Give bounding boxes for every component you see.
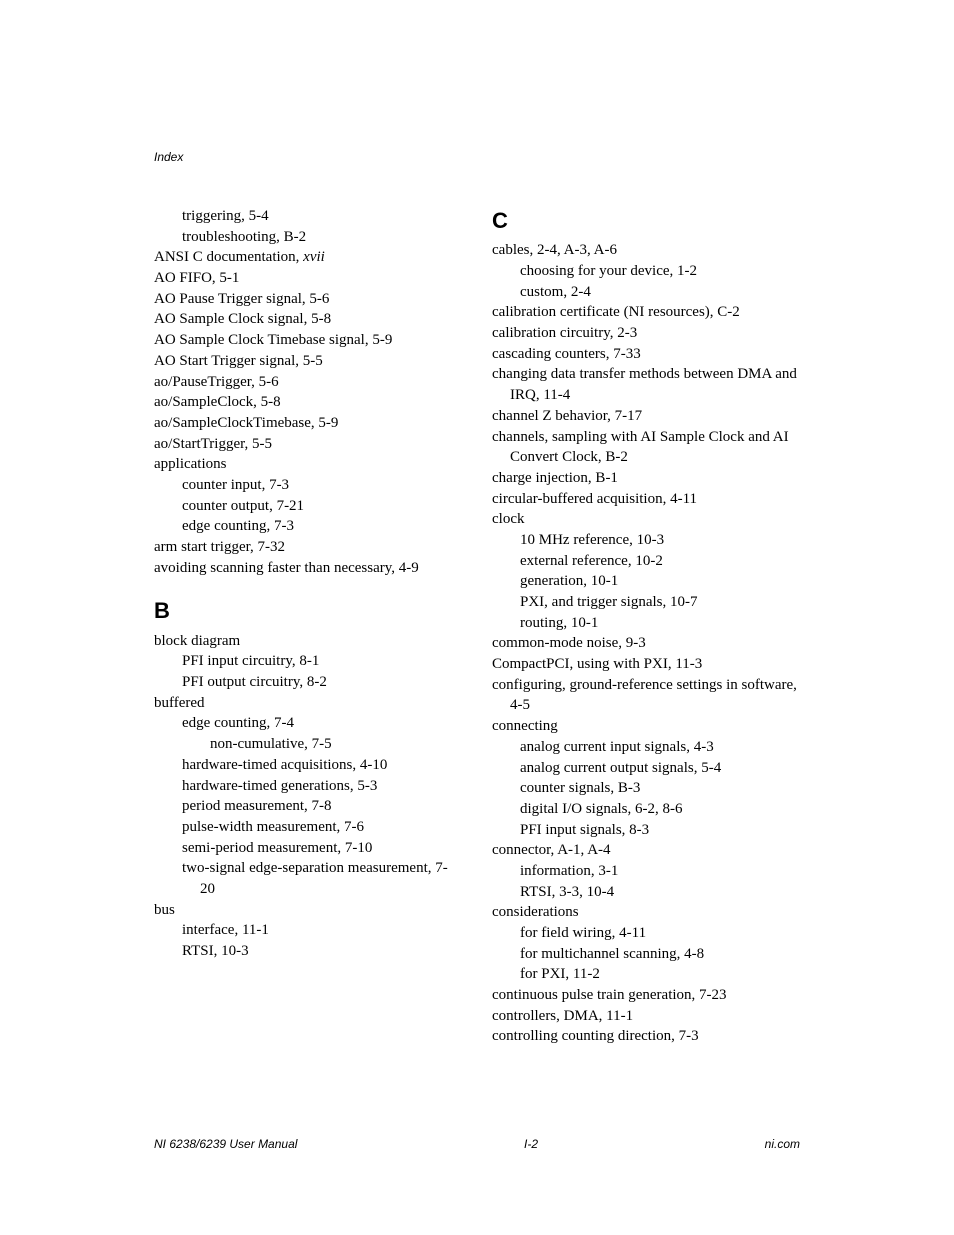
index-entry: clock <box>492 509 800 530</box>
index-entry: analog current output signals, 5-4 <box>492 758 800 779</box>
index-entry: external reference, 10-2 <box>492 551 800 572</box>
index-entry: custom, 2-4 <box>492 282 800 303</box>
index-entry: non-cumulative, 7-5 <box>154 734 462 755</box>
index-entry: counter signals, B-3 <box>492 778 800 799</box>
section-b-entries: block diagramPFI input circuitry, 8-1PFI… <box>154 631 462 962</box>
index-entry: block diagram <box>154 631 462 652</box>
index-entry: buffered <box>154 693 462 714</box>
index-entry: ao/SampleClock, 5-8 <box>154 392 462 413</box>
index-entry: AO Pause Trigger signal, 5-6 <box>154 289 462 310</box>
index-page: Index triggering, 5-4troubleshooting, B-… <box>0 0 954 1235</box>
index-entry: troubleshooting, B-2 <box>154 227 462 248</box>
index-entry: changing data transfer methods between D… <box>492 364 800 405</box>
section-letter-c: C <box>492 206 800 236</box>
index-entry: PFI input signals, 8-3 <box>492 820 800 841</box>
index-entry: ao/PauseTrigger, 5-6 <box>154 372 462 393</box>
index-entry: for multichannel scanning, 4-8 <box>492 944 800 965</box>
index-entry: calibration certificate (NI resources), … <box>492 302 800 323</box>
page-footer: NI 6238/6239 User Manual I-2 ni.com <box>154 1137 800 1151</box>
index-entry: two-signal edge-separation measurement, … <box>154 858 462 899</box>
index-entry: ao/StartTrigger, 5-5 <box>154 434 462 455</box>
left-column: triggering, 5-4troubleshooting, B-2ANSI … <box>154 206 462 1047</box>
index-entry: continuous pulse train generation, 7-23 <box>492 985 800 1006</box>
index-entry: circular-buffered acquisition, 4-11 <box>492 489 800 510</box>
index-entry: controlling counting direction, 7-3 <box>492 1026 800 1047</box>
index-entry: connector, A-1, A-4 <box>492 840 800 861</box>
index-entry: RTSI, 3-3, 10-4 <box>492 882 800 903</box>
footer-right: ni.com <box>765 1137 800 1151</box>
index-entry: considerations <box>492 902 800 923</box>
right-column: C cables, 2-4, A-3, A-6choosing for your… <box>492 206 800 1047</box>
index-entry: calibration circuitry, 2-3 <box>492 323 800 344</box>
index-entry: PFI input circuitry, 8-1 <box>154 651 462 672</box>
index-entry: counter output, 7-21 <box>154 496 462 517</box>
index-entry: PFI output circuitry, 8-2 <box>154 672 462 693</box>
index-entry: hardware-timed generations, 5-3 <box>154 776 462 797</box>
index-entry: period measurement, 7-8 <box>154 796 462 817</box>
index-entry: choosing for your device, 1-2 <box>492 261 800 282</box>
index-entry: CompactPCI, using with PXI, 11-3 <box>492 654 800 675</box>
index-entry: bus <box>154 900 462 921</box>
index-entry: charge injection, B-1 <box>492 468 800 489</box>
index-entry: generation, 10-1 <box>492 571 800 592</box>
index-entry: avoiding scanning faster than necessary,… <box>154 558 462 579</box>
index-columns: triggering, 5-4troubleshooting, B-2ANSI … <box>154 206 800 1047</box>
page-header: Index <box>154 150 800 164</box>
index-entry: cascading counters, 7-33 <box>492 344 800 365</box>
index-entry: digital I/O signals, 6-2, 8-6 <box>492 799 800 820</box>
index-entry: semi-period measurement, 7-10 <box>154 838 462 859</box>
section-a-continued: triggering, 5-4troubleshooting, B-2ANSI … <box>154 206 462 578</box>
index-entry: counter input, 7-3 <box>154 475 462 496</box>
index-entry: AO Start Trigger signal, 5-5 <box>154 351 462 372</box>
index-entry: configuring, ground-reference settings i… <box>492 675 800 716</box>
index-entry: ao/SampleClockTimebase, 5-9 <box>154 413 462 434</box>
index-entry: triggering, 5-4 <box>154 206 462 227</box>
index-entry: 10 MHz reference, 10-3 <box>492 530 800 551</box>
index-entry: analog current input signals, 4-3 <box>492 737 800 758</box>
index-entry: channel Z behavior, 7-17 <box>492 406 800 427</box>
index-entry: channels, sampling with AI Sample Clock … <box>492 427 800 468</box>
index-entry: hardware-timed acquisitions, 4-10 <box>154 755 462 776</box>
index-entry: AO Sample Clock signal, 5-8 <box>154 309 462 330</box>
footer-left: NI 6238/6239 User Manual <box>154 1137 297 1151</box>
index-entry: connecting <box>492 716 800 737</box>
index-entry: pulse-width measurement, 7-6 <box>154 817 462 838</box>
index-entry: routing, 10-1 <box>492 613 800 634</box>
section-c-entries: cables, 2-4, A-3, A-6choosing for your d… <box>492 240 800 1047</box>
section-letter-b: B <box>154 596 462 626</box>
index-entry: common-mode noise, 9-3 <box>492 633 800 654</box>
index-entry: controllers, DMA, 11-1 <box>492 1006 800 1027</box>
index-entry: for PXI, 11-2 <box>492 964 800 985</box>
index-entry: AO Sample Clock Timebase signal, 5-9 <box>154 330 462 351</box>
index-entry: edge counting, 7-3 <box>154 516 462 537</box>
index-entry: for field wiring, 4-11 <box>492 923 800 944</box>
index-entry: arm start trigger, 7-32 <box>154 537 462 558</box>
index-entry: PXI, and trigger signals, 10-7 <box>492 592 800 613</box>
index-entry: information, 3-1 <box>492 861 800 882</box>
index-entry: interface, 11-1 <box>154 920 462 941</box>
index-entry: RTSI, 10-3 <box>154 941 462 962</box>
index-entry: applications <box>154 454 462 475</box>
index-entry: cables, 2-4, A-3, A-6 <box>492 240 800 261</box>
index-entry: edge counting, 7-4 <box>154 713 462 734</box>
index-entry: AO FIFO, 5-1 <box>154 268 462 289</box>
footer-center: I-2 <box>524 1137 538 1151</box>
index-entry: ANSI C documentation, xvii <box>154 247 462 268</box>
